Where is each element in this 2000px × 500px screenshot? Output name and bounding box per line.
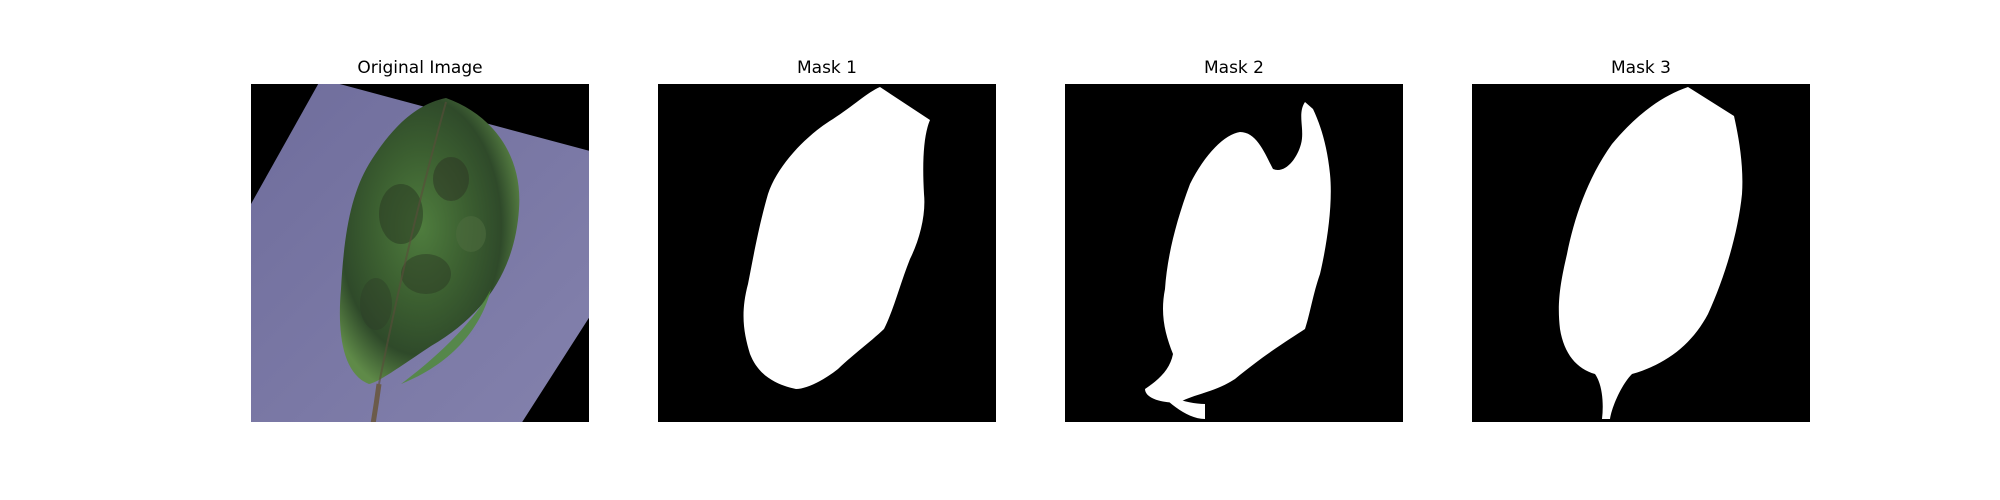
mask-2-shape [1065,84,1403,422]
mask-1-image [658,84,996,422]
leaf-shape [339,98,520,384]
leaf-stem [370,383,382,422]
mask-3-shape [1472,84,1810,422]
mask-3-image [1472,84,1810,422]
panel-title: Mask 3 [1610,58,1671,78]
panel-title: Mask 1 [796,58,857,78]
mask-1-shape [658,84,996,422]
original-leaf-image [251,84,589,422]
original-leaf-photo [251,84,589,422]
panel-title: Original Image [357,58,483,78]
mask-2-image [1065,84,1403,422]
panel-title: Mask 2 [1203,58,1264,78]
